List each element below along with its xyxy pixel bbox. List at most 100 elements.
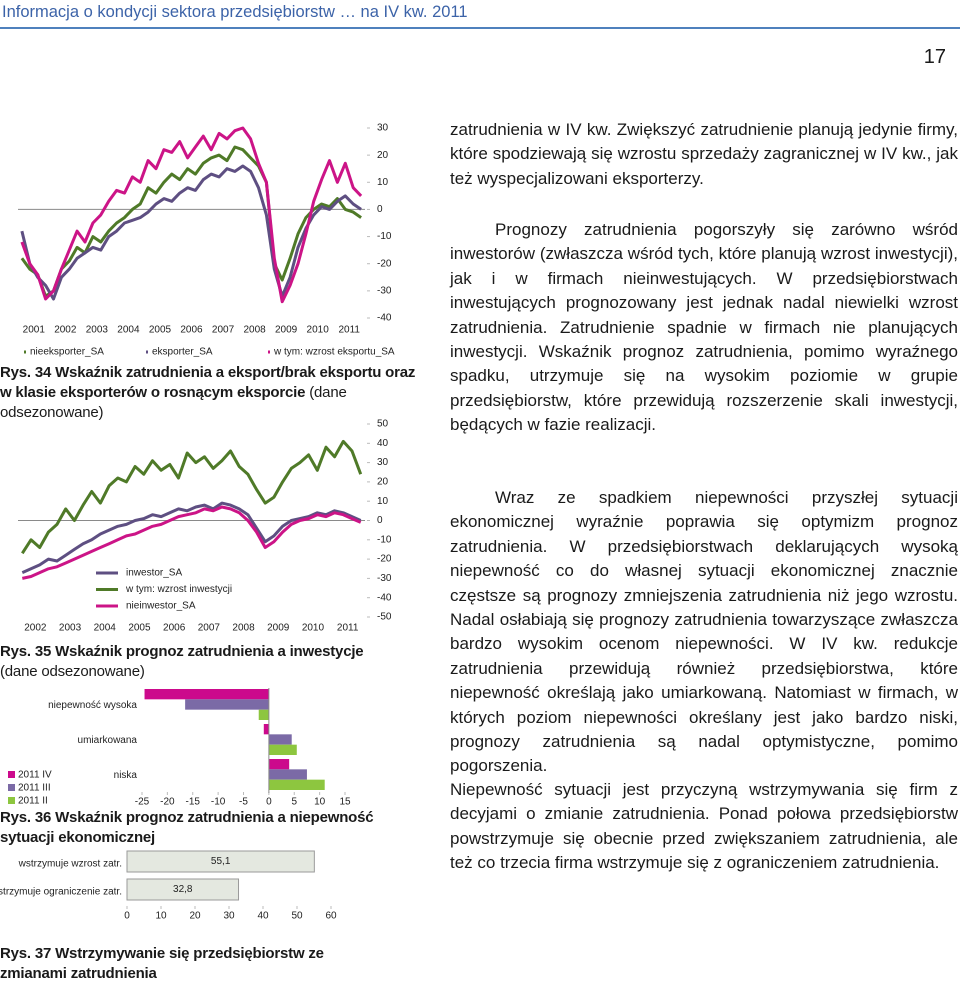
x-tick-label: -20 — [160, 797, 175, 808]
category-label: umiarkowana — [78, 735, 138, 746]
paragraph: Niepewność sytuacji jest przyczyną wstrz… — [450, 780, 958, 873]
y-tick-label: 50 — [377, 419, 389, 430]
y-tick-label: 40 — [377, 438, 389, 449]
x-tick-label: 2011 — [337, 623, 359, 634]
y-tick-label: 30 — [377, 457, 389, 468]
paragraph: zatrudnienia w IV kw. Zwiększyć zatrudni… — [450, 120, 958, 188]
y-tick-label: -30 — [377, 285, 392, 296]
y-tick-label: -50 — [377, 612, 392, 623]
legend-label: nieeksporter_SA — [30, 347, 104, 358]
bar — [263, 724, 269, 735]
x-tick-label: 2009 — [267, 623, 290, 634]
running-header: Informacja o kondycji sektora przedsiębi… — [2, 3, 468, 21]
x-tick-label: 2005 — [149, 325, 172, 336]
chart-34: -40 -30 -20 -10 0 10 20 30 2001 2002 2003 2004 2005 2… — [18, 123, 395, 358]
x-tick-label: 2004 — [94, 623, 117, 634]
y-tick-label: -20 — [377, 554, 392, 565]
legend-label: w tym: wzrost inwestycji — [125, 584, 232, 595]
x-tick-label: 10 — [155, 911, 167, 922]
bar — [258, 709, 269, 720]
y-tick-label: 10 — [377, 496, 389, 507]
y-tick-label: 0 — [377, 204, 383, 215]
value-label: 55,1 — [211, 856, 231, 867]
x-tick-label: -25 — [135, 797, 150, 808]
x-tick-label: 15 — [339, 797, 351, 808]
legend-label: 2011 IV — [18, 770, 52, 781]
x-tick-label: -10 — [211, 797, 226, 808]
x-tick-label: -15 — [186, 797, 201, 808]
bar — [268, 779, 325, 790]
page-number: 17 — [923, 46, 946, 68]
x-tick-label: 2008 — [232, 623, 255, 634]
caption-note: (dane odsezonowane) — [0, 663, 145, 680]
y-tick-label: 20 — [377, 477, 389, 488]
x-tick-label: 2009 — [275, 325, 298, 336]
bar — [144, 689, 269, 700]
series-line — [20, 145, 362, 298]
legend-label: w tym: wzrost eksportu_SA — [273, 347, 395, 358]
legend-label: 2011 II — [18, 796, 48, 807]
category-label: wstrzymuje ograniczenie zatr. — [0, 887, 122, 898]
y-tick-label: -10 — [377, 534, 392, 545]
paragraph: Prognozy zatrudnienia pogorszyły się zar… — [450, 220, 958, 435]
x-tick-label: 2003 — [59, 623, 82, 634]
x-tick-label: 5 — [291, 797, 297, 808]
caption: Rys. 35 Wskaźnik prognoz zatrudnienia a … — [0, 642, 424, 682]
series-line — [20, 164, 362, 301]
caption-title: Rys. 34 Wskaźnik zatrudnienia a eksport/… — [0, 364, 416, 401]
chart-35: -50 -40 -30 -20 -10 0 10 20 30 40 50 2002 2003 2004 20… — [18, 419, 392, 634]
legend-label: nieinwestor_SA — [126, 601, 196, 612]
x-tick-label: 2005 — [128, 623, 151, 634]
value-label: 32,8 — [173, 884, 193, 895]
y-tick-label: -10 — [377, 231, 392, 242]
x-tick-label: 2011 — [338, 325, 360, 336]
x-tick-label: 2008 — [243, 325, 266, 336]
y-tick-label: 10 — [377, 177, 389, 188]
legend-label: inwestor_SA — [126, 568, 182, 579]
caption: Rys. 34 Wskaźnik zatrudnienia a eksport/… — [0, 363, 424, 423]
caption-note: (dane odsezonowane) — [0, 384, 347, 421]
y-tick-label: 30 — [377, 123, 389, 134]
legend-swatch — [8, 797, 15, 804]
y-tick-label: 20 — [377, 150, 389, 161]
bar — [268, 734, 292, 745]
paragraph: Wraz ze spadkiem niepewności przyszłej s… — [450, 488, 958, 776]
x-tick-label: 2010 — [307, 325, 330, 336]
legend-swatch — [8, 784, 15, 791]
x-tick-label: 0 — [124, 911, 130, 922]
series-line — [21, 505, 362, 580]
bar — [185, 699, 269, 710]
x-tick-label: 20 — [189, 911, 201, 922]
x-tick-label: 2002 — [54, 325, 77, 336]
x-tick-label: 50 — [291, 911, 303, 922]
series-line — [21, 439, 363, 555]
series-line — [21, 501, 362, 574]
y-tick-label: 0 — [377, 515, 383, 526]
caption-title: Rys. 36 Wskaźnik prognoz zatrudnienia a … — [0, 809, 374, 846]
bar — [268, 744, 297, 755]
bar — [126, 850, 315, 873]
legend-label: 2011 III — [18, 783, 51, 794]
legend-swatch — [8, 771, 15, 778]
x-tick-label: 60 — [325, 911, 337, 922]
x-tick-label: 30 — [223, 911, 235, 922]
x-tick-label: 2001 — [23, 325, 46, 336]
x-tick-label: 2002 — [24, 623, 47, 634]
category-label: niepewność wysoka — [48, 700, 137, 711]
x-tick-label: 10 — [314, 797, 326, 808]
header-rule — [0, 27, 960, 29]
chart-37: 0 10 20 30 40 50 60 wstrzymuje wzrost zatr. 55,1… — [0, 850, 337, 922]
series-line — [20, 126, 363, 304]
category-label: wstrzymuje wzrost zatr. — [18, 859, 122, 870]
x-tick-label: 40 — [257, 911, 269, 922]
x-tick-label: 2003 — [86, 325, 109, 336]
y-tick-label: -30 — [377, 573, 392, 584]
category-label: niska — [114, 770, 138, 781]
x-tick-label: 0 — [266, 797, 272, 808]
caption: Rys. 37 Wstrzymywanie się przedsiębiorst… — [0, 944, 380, 984]
x-tick-label: 2006 — [180, 325, 203, 336]
y-tick-label: -40 — [377, 592, 392, 603]
x-tick-label: 2006 — [163, 623, 186, 634]
